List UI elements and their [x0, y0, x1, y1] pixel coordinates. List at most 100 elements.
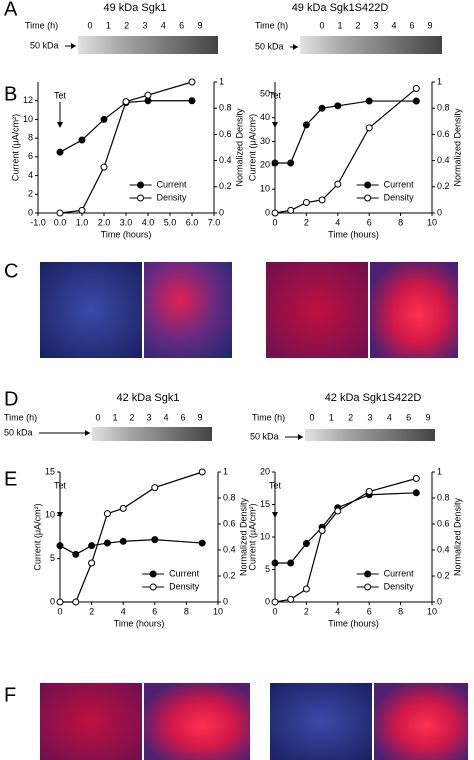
legend-marker: [137, 194, 145, 202]
y2-tick-label: 0.6: [437, 518, 450, 528]
y-axis-label: Current (μA/cm²): [247, 503, 257, 570]
y2-tick-label: 0.4: [223, 544, 236, 554]
marker-arrowhead: [85, 430, 90, 436]
data-point: [198, 468, 206, 476]
time-point: 3: [367, 412, 372, 422]
time-point: 1: [337, 20, 342, 30]
data-point: [72, 550, 80, 558]
time-point: 2: [124, 20, 129, 30]
data-point: [56, 542, 64, 550]
data-point: [56, 148, 64, 156]
legend-label: Density: [157, 192, 188, 202]
data-point: [271, 559, 279, 567]
y2-tick-label: 0.4: [437, 544, 450, 554]
y-tick-label: 6: [28, 151, 33, 161]
y2-tick-label: 0: [223, 596, 228, 606]
size-marker: 50 kDa: [255, 41, 284, 51]
blot-band: [300, 36, 442, 54]
y2-tick-label: 0.4: [219, 155, 232, 165]
data-point: [318, 196, 326, 204]
time-point: 9: [197, 412, 202, 422]
legend-label: Density: [169, 581, 200, 591]
panel-label: C: [4, 260, 18, 282]
y-tick-label: 50: [260, 88, 270, 98]
y-tick-label: 0: [50, 596, 55, 606]
time-point: 0: [309, 412, 314, 422]
legend-label: Density: [384, 192, 415, 202]
size-marker: 50 kDa: [30, 40, 59, 50]
time-point: 3: [142, 20, 147, 30]
micrographs-c: [40, 262, 458, 358]
blot-title: 49 kDa Sgk1S422D: [292, 2, 389, 14]
x-tick-label: 0: [272, 217, 277, 227]
data-point: [412, 489, 420, 497]
x-tick-label: 6.0: [186, 217, 199, 227]
annotation-arrowhead: [272, 512, 278, 518]
data-point: [287, 206, 295, 214]
y2-tick-label: 0: [437, 207, 442, 217]
y-tick-label: 10: [260, 531, 270, 541]
x-tick-label: 6: [152, 606, 157, 616]
x-axis-label: Time (hours): [328, 618, 379, 628]
x-tick-label: 7.0: [208, 217, 221, 227]
time-point: 3: [146, 412, 151, 422]
data-point: [88, 559, 96, 567]
series-line: [275, 492, 417, 564]
y-tick-label: 0: [265, 207, 270, 217]
data-point: [271, 209, 279, 217]
marker-arrowhead: [298, 434, 303, 440]
axes: [59, 472, 219, 603]
y-tick-label: 40: [260, 112, 270, 122]
data-point: [334, 180, 342, 188]
x-tick-label: 4: [335, 217, 340, 227]
y-tick-label: 5: [50, 553, 55, 563]
data-point: [365, 97, 373, 105]
annotation: Tet: [54, 90, 67, 100]
x-tick-label: 8: [398, 606, 403, 616]
y-tick-label: 0: [265, 596, 270, 606]
blot-band: [305, 429, 435, 441]
time-point: 6: [409, 20, 414, 30]
legend-label: Current: [157, 179, 188, 189]
data-point: [100, 163, 108, 171]
x-tick-label: 4.0: [142, 217, 155, 227]
x-tick-label: 5.0: [164, 217, 177, 227]
time-point: 9: [425, 412, 430, 422]
x-tick-label: 2: [304, 217, 309, 227]
y2-tick-label: 0.8: [223, 492, 236, 502]
x-axis-label: Time (hours): [101, 229, 152, 239]
series-line: [59, 81, 193, 214]
annotation-arrowhead: [57, 512, 63, 518]
y-tick-label: 0: [28, 207, 33, 217]
y2-axis-label: Normalized Density: [234, 108, 244, 187]
time-point: 4: [161, 20, 166, 30]
legend-label: Current: [384, 179, 415, 189]
y2-axis-label: Normalized Density: [238, 497, 248, 576]
y2-tick-label: 0.8: [437, 103, 450, 113]
y-tick-label: 10: [45, 510, 55, 520]
time-point: 6: [406, 412, 411, 422]
x-tick-label: 6: [367, 217, 372, 227]
y2-tick-label: 0.2: [437, 570, 450, 580]
y2-tick-label: 0.2: [219, 181, 232, 191]
time-point: 6: [179, 20, 184, 30]
y2-tick-label: 0.6: [223, 518, 236, 528]
data-point: [334, 507, 342, 515]
x-tick-label: 10: [213, 606, 223, 616]
y2-tick-label: 1: [437, 76, 442, 86]
legend-marker: [137, 181, 145, 189]
panel-label: D: [4, 388, 18, 410]
time-point: 1: [112, 412, 117, 422]
y2-tick-label: 0: [437, 596, 442, 606]
data-point: [365, 124, 373, 132]
time-label: Time (h): [252, 412, 285, 422]
x-tick-label: 4: [121, 606, 126, 616]
x-tick-label: 1.0: [76, 217, 89, 227]
legend-marker: [364, 194, 372, 202]
y2-axis-label: Normalized Density: [452, 108, 462, 187]
data-point: [151, 484, 159, 492]
series-line: [275, 100, 417, 164]
time-point: 9: [427, 20, 432, 30]
x-tick-label: 10: [427, 606, 437, 616]
